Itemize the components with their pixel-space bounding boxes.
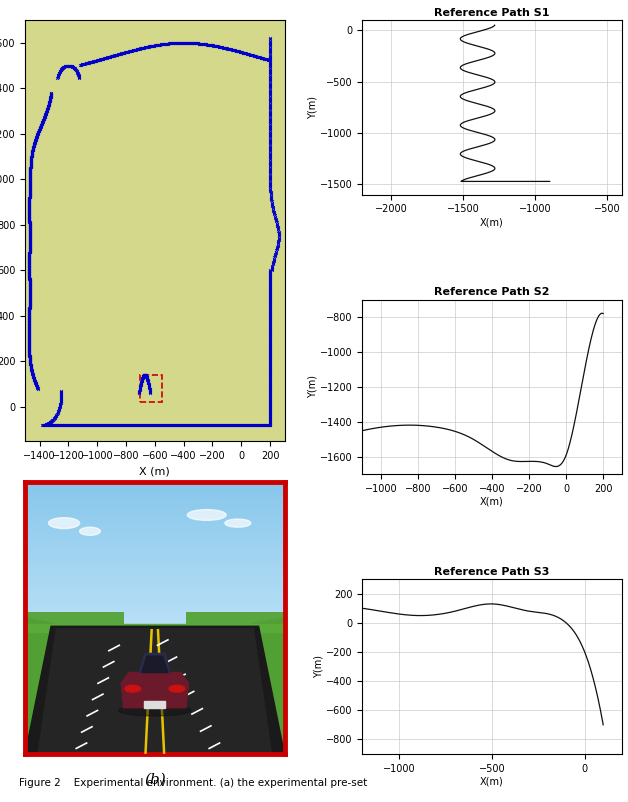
Bar [144,701,165,707]
Ellipse shape [48,517,80,529]
Title: Reference Path S3: Reference Path S3 [435,567,550,577]
Ellipse shape [187,509,226,520]
Polygon shape [212,618,284,754]
Ellipse shape [119,705,191,716]
Polygon shape [142,656,168,672]
X-axis label: X(m): X(m) [480,496,504,507]
Y-axis label: Y(m): Y(m) [307,375,317,399]
X-axis label: X(m): X(m) [480,776,504,787]
Text: Figure 2    Experimental environment. (a) the experimental pre-set: Figure 2 Experimental environment. (a) t… [19,778,367,788]
Ellipse shape [80,527,100,535]
X-axis label: X (m): X (m) [139,466,170,476]
Text: (b): (b) [144,773,166,787]
Ellipse shape [169,686,185,692]
Polygon shape [25,618,98,754]
Title: Reference Path S1: Reference Path S1 [435,8,550,18]
Bar [25,624,284,632]
Ellipse shape [125,686,141,692]
Text: (a): (a) [144,483,165,497]
Y-axis label: Y(m): Y(m) [313,655,323,678]
Polygon shape [139,654,170,672]
X-axis label: X(m): X(m) [480,217,504,227]
Title: Reference Path S2: Reference Path S2 [435,287,550,298]
Y-axis label: Y(m): Y(m) [307,96,317,119]
Polygon shape [121,672,188,707]
Polygon shape [25,626,284,754]
Polygon shape [38,629,271,754]
Ellipse shape [225,519,251,527]
Bar [141,375,162,402]
